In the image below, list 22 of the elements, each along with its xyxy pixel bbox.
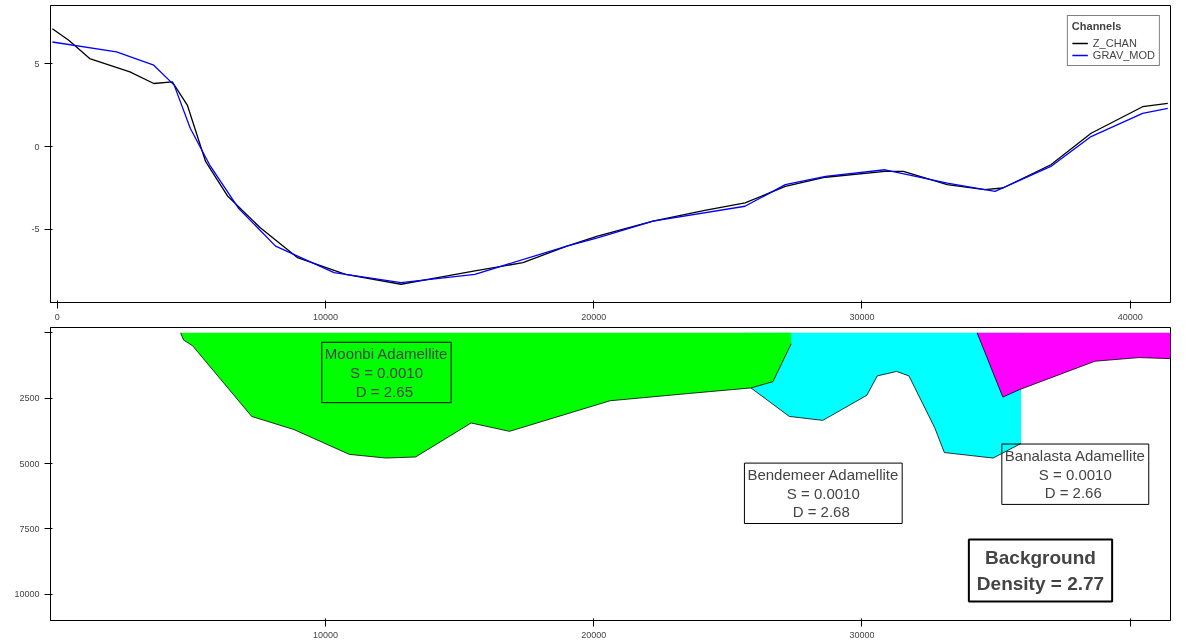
x-tick-label: 10000 <box>312 629 338 640</box>
annotation: Banalasta Adamellite S = 0.0010 D = 2.66 <box>1004 447 1145 502</box>
y-tick-label: 5 <box>34 58 40 69</box>
x-tick-label: 20000 <box>581 629 607 640</box>
legend-label: Z_CHAN <box>1092 37 1137 49</box>
legend-title: Channels <box>1071 20 1123 32</box>
y-tick-label: 0 <box>34 141 40 152</box>
y-tick-label: -5 <box>31 224 40 235</box>
y-tick-label: 5000 <box>19 458 40 469</box>
x-tick-label: 40000 <box>1117 311 1143 322</box>
x-tick-label: 10000 <box>312 311 338 322</box>
y-tick-label: 7500 <box>19 523 40 534</box>
legend-label: GRAV_MOD <box>1092 49 1155 61</box>
x-tick-label: 20000 <box>581 311 607 322</box>
y-tick-label: 2500 <box>19 393 40 404</box>
x-tick-label: 30000 <box>849 629 875 640</box>
y-tick-label: 10000 <box>14 589 40 600</box>
annotation: Background Density = 2.77 <box>976 547 1105 594</box>
annotation: Moonbi Adamellite S = 0.0010 D = 2.65 <box>324 345 448 400</box>
x-tick-label: 30000 <box>849 311 875 322</box>
annotation: Bendemeer Adamellite S = 0.0010 D = 2.68 <box>747 466 899 521</box>
x-tick-label: 0 <box>54 311 60 322</box>
